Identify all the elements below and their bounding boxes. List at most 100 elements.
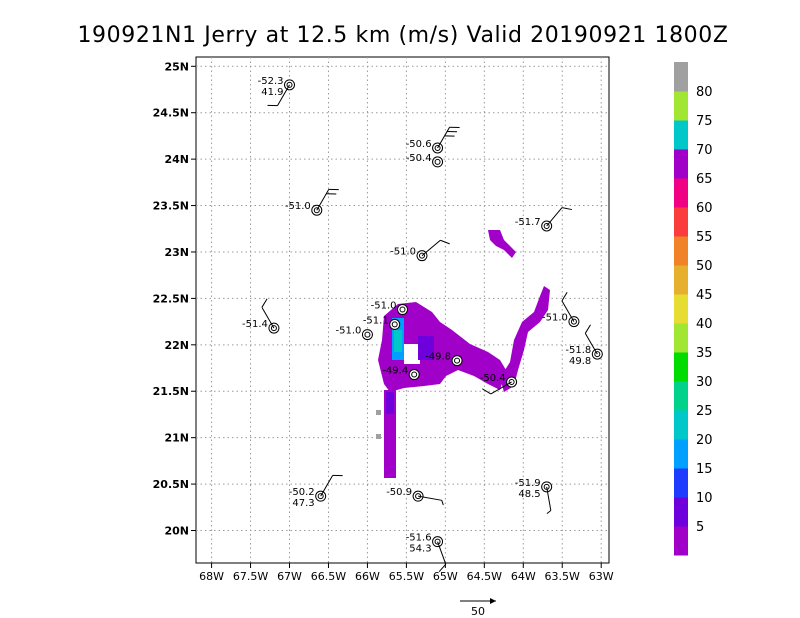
- wind-barb-staff: [320, 475, 334, 497]
- colorbar-label: 60: [696, 201, 713, 216]
- station-marker: -51.0: [390, 239, 450, 262]
- station-marker: -49.4: [382, 366, 420, 381]
- station-temperature-label: -50.2: [289, 487, 315, 498]
- y-tick-label: 24.5N: [153, 107, 189, 120]
- colorbar-label: 75: [696, 114, 713, 129]
- colorbar: 5 10 15 20 25 30 35 40 45 50 55 60 65 70 75 80: [674, 62, 713, 556]
- field-segment: [418, 336, 434, 360]
- wind-barb-feather: [438, 563, 447, 573]
- station-temperature-label: -51.7: [515, 217, 541, 228]
- x-axis-ticks: 68W 67.5W 67W 66.5W 66W 65.5W 65W 64.5W 64W 63.5W…: [199, 563, 614, 583]
- x-tick-label: 64W: [511, 570, 536, 583]
- wind-speed-field: [376, 230, 550, 478]
- y-tick-label: 20.5N: [153, 478, 189, 491]
- station-ring: [451, 355, 463, 367]
- station-inner-ring: [286, 81, 293, 88]
- station-marker: -51.948.5: [515, 478, 553, 515]
- station-temperature-label: -51.1: [363, 315, 389, 326]
- station-inner-ring: [418, 252, 425, 259]
- x-tick-label: 66.5W: [311, 570, 346, 583]
- colorbar-label: 65: [696, 172, 713, 187]
- y-tick-label: 21N: [164, 432, 189, 445]
- field-segment: [386, 392, 394, 414]
- wind-barb-staff: [277, 84, 290, 106]
- colorbar-label: 25: [696, 404, 713, 419]
- colorbar-label: 50: [696, 259, 713, 274]
- colorbar-segment: [674, 381, 688, 411]
- colorbar-segment: [674, 323, 688, 353]
- station-marker: -51.0: [336, 326, 373, 341]
- colorbar-segment: [674, 526, 688, 556]
- station-marker: -50.9: [386, 487, 444, 506]
- station-inner-ring: [270, 325, 277, 332]
- x-tick-label: 66W: [355, 570, 380, 583]
- colorbar-label: 20: [696, 433, 713, 448]
- y-tick-label: 23.5N: [153, 200, 189, 213]
- field-segment: [376, 434, 381, 439]
- y-axis-ticks: 20N 20.5N 21N 21.5N 22N 22.5N 23N 23.5N 24N 24.5N…: [153, 60, 196, 538]
- station-temperature-label: -50.4: [480, 373, 506, 384]
- station-marker: -51.0: [542, 292, 580, 328]
- station-ring: [506, 376, 518, 388]
- x-tick-label: 63.5W: [545, 570, 580, 583]
- wind-barb-feather: [482, 388, 492, 395]
- y-tick-label: 24N: [164, 153, 189, 166]
- station-marker: -50.4: [480, 373, 518, 395]
- station-ring: [397, 304, 408, 316]
- vector-scale-arrowhead: [490, 598, 496, 604]
- station-temperature-label: -49.4: [382, 366, 408, 377]
- station-marker: -51.0: [371, 301, 408, 316]
- y-tick-label: 22.5N: [153, 292, 189, 305]
- field-segment: [396, 402, 400, 406]
- station-inner-ring: [434, 158, 441, 165]
- colorbar-segment: [674, 468, 688, 498]
- station-inner-ring: [399, 306, 406, 313]
- station-ring: [389, 318, 401, 330]
- station-temperature-label: -51.6: [406, 533, 432, 544]
- station-inner-ring: [570, 318, 577, 325]
- station-temperature-label: -51.0: [371, 301, 397, 312]
- wind-barb-staff: [490, 381, 512, 395]
- wind-barb-staff: [417, 495, 442, 501]
- station-inner-ring: [313, 207, 320, 214]
- wind-barb-staff: [437, 541, 447, 565]
- station-inner-ring: [434, 144, 441, 151]
- colorbar-segment: [674, 265, 688, 295]
- colorbar-segment: [674, 149, 688, 179]
- wind-barb-feather: [546, 510, 552, 515]
- station-inner-ring: [434, 538, 441, 545]
- station-inner-ring: [391, 321, 398, 328]
- colorbar-label: 10: [696, 491, 713, 506]
- station-ring: [432, 156, 444, 168]
- station-temperature-label: -52.3: [258, 76, 284, 87]
- x-tick-label: 64.5W: [467, 570, 502, 583]
- colorbar-segment: [674, 410, 688, 440]
- station-temperature-label: -51.0: [390, 247, 416, 258]
- field-segment: [500, 286, 550, 392]
- station-observations: -52.341.9 -50.6 -50.4 -51.0 -51.7 -51.0 -51.4 -…: [242, 76, 603, 573]
- station-marker: -50.247.3: [289, 474, 343, 509]
- station-inner-ring: [317, 493, 324, 500]
- station-marker: -49.8: [425, 352, 463, 367]
- vector-scale: 50: [460, 598, 496, 618]
- station-ring: [408, 369, 420, 381]
- vector-scale-label: 50: [471, 605, 485, 618]
- station-dewpoint-label: 41.9: [261, 87, 283, 98]
- y-tick-label: 25N: [164, 60, 189, 73]
- x-tick-label: 67W: [277, 570, 302, 583]
- wind-barb-staff: [261, 307, 275, 329]
- station-temperature-label: -51.0: [336, 326, 362, 337]
- station-marker: -51.654.3: [406, 533, 447, 573]
- colorbar-segment: [674, 120, 688, 150]
- wind-barb-feather: [584, 324, 591, 334]
- wind-barb-staff: [561, 300, 575, 322]
- wind-barb-staff: [316, 189, 330, 211]
- wind-barb-feather: [441, 500, 444, 506]
- colorbar-label: 45: [696, 288, 713, 303]
- station-marker: -50.6: [406, 126, 460, 154]
- colorbar-label: 15: [696, 462, 713, 477]
- x-tick-label: 67.5W: [233, 570, 268, 583]
- field-segment: [378, 302, 506, 392]
- wind-barb-feather: [561, 292, 568, 302]
